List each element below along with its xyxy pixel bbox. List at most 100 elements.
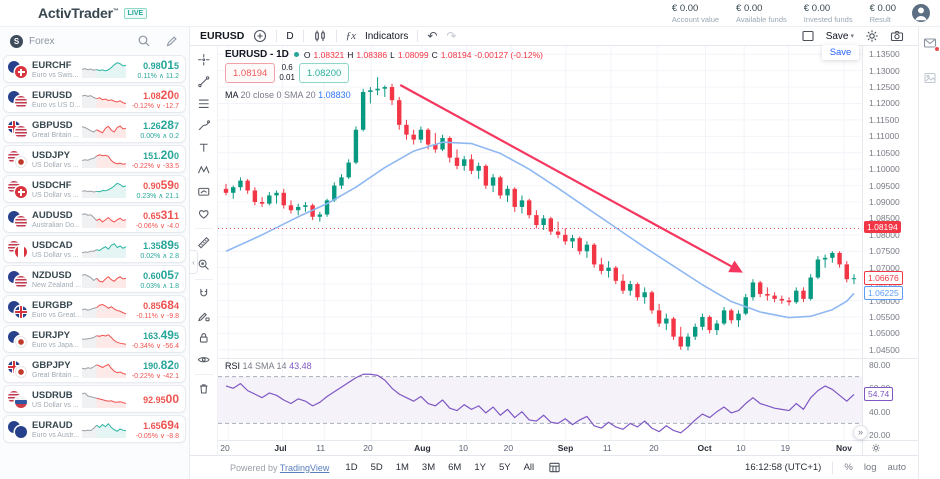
instrument-symbol: USDCHF xyxy=(32,179,72,191)
chart-symbol-button[interactable]: EURUSD xyxy=(200,30,245,42)
watchlist-item-EURAUD[interactable]: EURAUD Euro vs Austr... 1.65694 -0.05% ∨… xyxy=(3,415,186,443)
sell-button[interactable]: 1.08194 xyxy=(225,63,276,83)
tradingview-link[interactable]: TradingView xyxy=(279,462,330,473)
forecast-icon[interactable] xyxy=(196,184,212,200)
eye-icon[interactable] xyxy=(196,352,212,368)
sparkline-chart xyxy=(82,363,126,378)
range-5Y[interactable]: 5Y xyxy=(498,462,511,473)
rsi-chart[interactable] xyxy=(218,359,862,440)
quote-flag-icon xyxy=(15,366,27,378)
go-to-date-icon[interactable] xyxy=(548,461,561,474)
range-3M[interactable]: 3M xyxy=(421,462,436,473)
watchlist-item-USDCHF[interactable]: USDCHF US Dollar vs ... 0.90590 0.23% ∧ … xyxy=(3,175,186,203)
messages-icon[interactable] xyxy=(923,36,940,52)
time-axis-tick: Jul xyxy=(274,443,287,453)
range-All[interactable]: All xyxy=(523,462,535,473)
save-layout-button[interactable]: Save ▾ Save xyxy=(821,31,860,60)
rsi-value-label: 54.74 xyxy=(864,387,894,402)
watchlist-item-USDCAD[interactable]: USDCAD US Dollar vs ... 1.35895 0.02% ∧ … xyxy=(3,235,186,263)
instrument-price: 92.9500 xyxy=(143,391,179,406)
crosshair-icon[interactable] xyxy=(196,52,212,68)
chart-footer: Powered by TradingView 1D 5D 1M 3M 6M 1Y 5Y All… xyxy=(190,455,918,479)
forex-category-icon[interactable]: S xyxy=(10,34,23,48)
rsi-axis-tick: 20.00 xyxy=(869,430,891,441)
notification-badge xyxy=(933,46,940,52)
axis-gear-icon[interactable] xyxy=(871,443,881,453)
watchlist-item-EURJPY[interactable]: EURJPY Euro vs Japa... 163.495 -0.34% ∨ … xyxy=(3,325,186,353)
legend-symbol: EURUSD - 1D xyxy=(225,49,289,60)
sparkline-chart xyxy=(82,213,126,228)
watchlist-item-EURUSD[interactable]: EURUSD Euro vs US D... 1.08200 -0.12% ∨ … xyxy=(3,85,186,113)
draw-lock-icon[interactable] xyxy=(196,308,212,324)
news-icon[interactable] xyxy=(923,71,937,85)
snapshot-camera-icon[interactable] xyxy=(890,29,904,43)
undo-icon[interactable]: ↶ xyxy=(427,29,438,43)
time-axis[interactable]: 20 Jul 11 20 Aug 10 20 Sep 11 20 Oct 10 19 Nov xyxy=(218,440,862,455)
lock-icon[interactable] xyxy=(196,330,212,346)
percent-scale-button[interactable]: % xyxy=(844,462,853,473)
rsi-pane[interactable]: RSI 14 SMA 14 43.48 xyxy=(218,358,862,440)
user-avatar-icon[interactable] xyxy=(912,4,930,22)
watchlist-item-GBPUSD[interactable]: GBPUSD Great Britain ... 1.26287 0.00% ∧… xyxy=(3,115,186,143)
watchlist-item-EURGBP[interactable]: EURGBP Euro vs Great... 0.85684 -0.11% ∨… xyxy=(3,295,186,323)
redo-icon[interactable]: ↷ xyxy=(446,29,457,43)
brush-icon[interactable] xyxy=(196,118,212,134)
clock[interactable]: 16:12:58 (UTC+1) xyxy=(745,462,822,473)
range-1M[interactable]: 1M xyxy=(395,462,409,473)
trash-icon[interactable] xyxy=(196,381,212,397)
watchlist-item-GBPJPY[interactable]: GBPJPY Great Britain ... 190.820 -0.22% … xyxy=(3,355,186,383)
interval-button[interactable]: D xyxy=(286,30,294,42)
instrument-description: US Dollar vs ... xyxy=(32,191,79,199)
pattern-icon[interactable] xyxy=(196,162,212,178)
text-icon[interactable] xyxy=(196,140,212,156)
watchlist-item-USDRUB[interactable]: USDRUB US Dollar vs ... 92.9500 xyxy=(3,385,186,413)
candlestick-chart[interactable] xyxy=(218,46,862,358)
auto-scale-button[interactable]: auto xyxy=(887,462,907,473)
time-axis-tick: 10 xyxy=(736,443,746,453)
price-axis-tick: 1.07500 xyxy=(869,246,900,257)
range-1Y[interactable]: 1Y xyxy=(474,462,486,473)
sparkline-chart xyxy=(82,303,126,318)
watchlist-item-AUDUSD[interactable]: AUDUSD Australian Do... 0.65311 -0.06% ∨… xyxy=(3,205,186,233)
sidebar-collapse-handle[interactable]: ‹ xyxy=(190,250,198,274)
ma-indicator-legend[interactable]: MA 20 close 0 SMA 20 1.08830 xyxy=(225,90,351,100)
range-1D[interactable]: 1D xyxy=(345,462,358,473)
instrument-symbol: EURJPY xyxy=(32,329,71,341)
chart-style-icon[interactable] xyxy=(313,29,327,43)
quote-flag-icon xyxy=(15,186,27,198)
axis-settings-corner[interactable] xyxy=(862,440,918,455)
save-menu-item[interactable]: Save xyxy=(821,44,860,60)
emoji-icon[interactable] xyxy=(196,206,212,222)
watchlist-item-NZDUSD[interactable]: NZDUSD New Zealand ... 0.60057 0.03% ∧ 1… xyxy=(3,265,186,293)
edit-watchlist-icon[interactable] xyxy=(165,34,179,48)
instrument-price: 0.65311 xyxy=(143,207,179,222)
chart-panel: EURUSD - 1D O 1.08321 H 1.08386 L 1.08099 C… xyxy=(190,46,918,455)
fib-icon[interactable] xyxy=(196,96,212,112)
search-icon[interactable] xyxy=(137,34,151,48)
instrument-change: 0.02% ∧ 2.8 xyxy=(140,252,179,260)
instrument-change: -0.22% ∨ -33.5 xyxy=(131,162,179,170)
compare-add-icon[interactable] xyxy=(253,29,267,43)
time-axis-tick: Nov xyxy=(835,443,853,453)
range-5D[interactable]: 5D xyxy=(370,462,383,473)
layout-icon[interactable] xyxy=(801,29,815,43)
currency-pair-flags-icon xyxy=(8,300,29,318)
price-pane[interactable]: EURUSD - 1D O 1.08321 H 1.08386 L 1.08099 C… xyxy=(218,46,862,358)
rsi-indicator-legend[interactable]: RSI 14 SMA 14 43.48 xyxy=(225,361,312,371)
zoom-icon[interactable] xyxy=(196,257,212,273)
watchlist-item-EURCHF[interactable]: EURCHF Euro vs Swis... 0.98015 0.11% ∧ 1… xyxy=(3,55,186,83)
time-axis-tick: 20 xyxy=(503,443,514,453)
watchlist-item-USDJPY[interactable]: USDJPY US Dollar vs ... 151.200 -0.22% ∨… xyxy=(3,145,186,173)
indicators-button[interactable]: Indicators xyxy=(364,30,409,42)
range-6M[interactable]: 6M xyxy=(448,462,462,473)
chart-settings-gear-icon[interactable] xyxy=(865,29,879,43)
currency-pair-flags-icon xyxy=(8,120,29,138)
magnet-icon[interactable] xyxy=(196,286,212,302)
trendline-icon[interactable] xyxy=(196,74,212,90)
scroll-to-recent-button[interactable]: » xyxy=(853,425,868,440)
log-scale-button[interactable]: log xyxy=(863,462,877,473)
buy-button[interactable]: 1.08200 xyxy=(298,63,350,83)
ruler-icon[interactable] xyxy=(196,235,212,251)
price-axis[interactable]: 1.13500 1.13000 1.12500 1.12000 1.11500 1.110… xyxy=(862,46,918,358)
